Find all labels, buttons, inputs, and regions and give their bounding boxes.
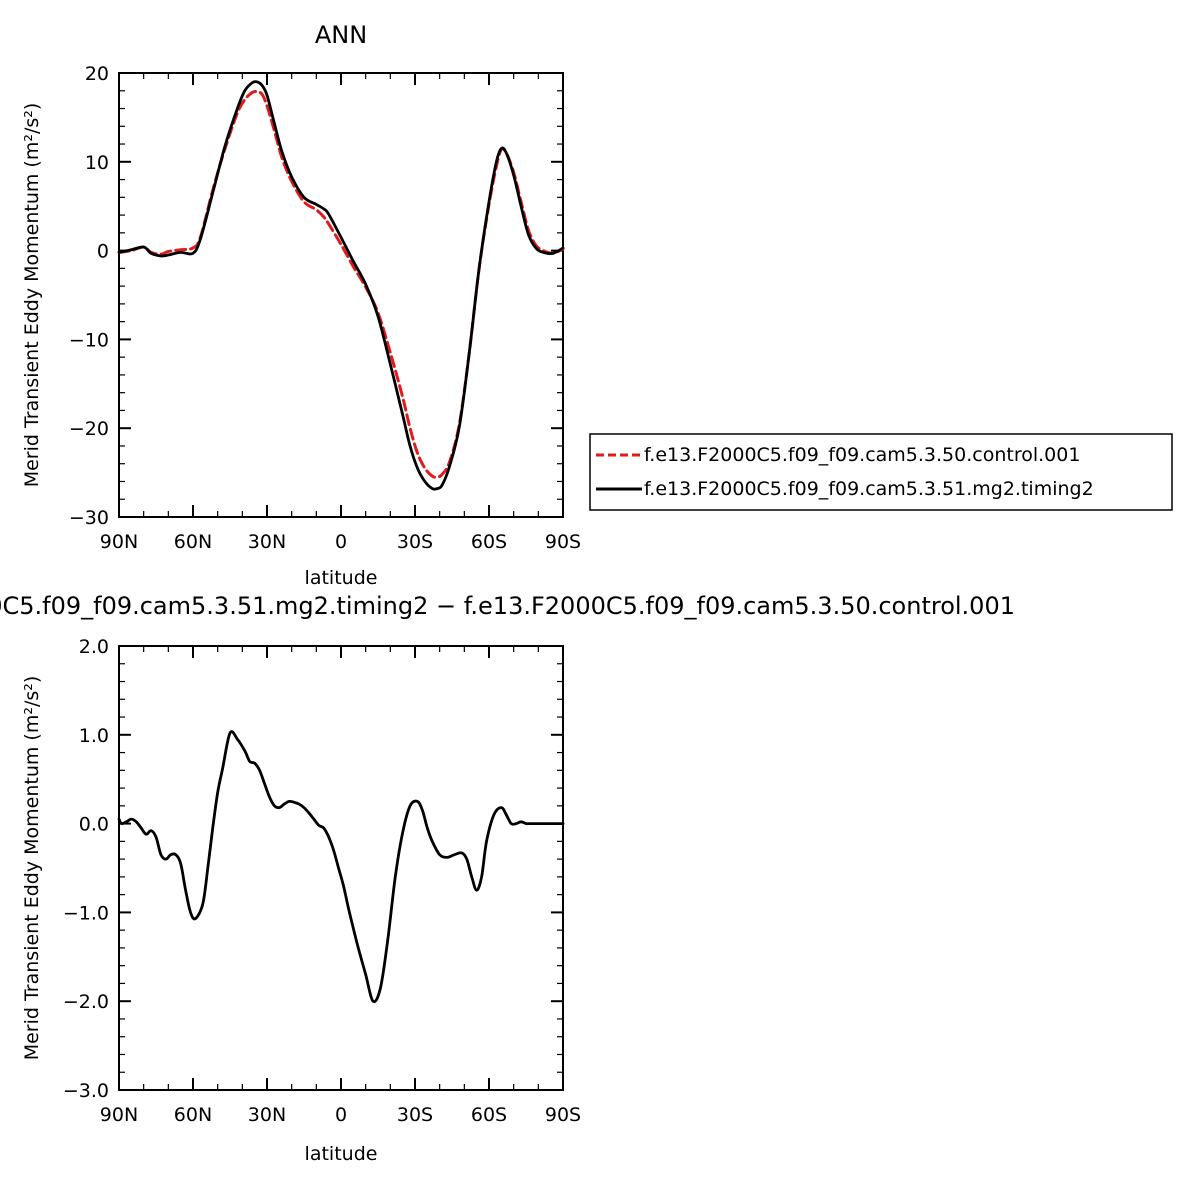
- y-tick-label: −3.0: [63, 1080, 109, 1102]
- y-tick-label: 10: [85, 152, 109, 174]
- top-x-axis-label: latitude: [305, 567, 378, 589]
- legend-label-control: f.e13.F2000C5.f09_f09.cam5.3.50.control.…: [644, 444, 1080, 466]
- x-tick-label: 60S: [471, 1104, 507, 1126]
- y-tick-label: −1.0: [63, 902, 109, 924]
- x-tick-label: 90S: [545, 1104, 581, 1126]
- x-tick-label: 30N: [248, 531, 286, 553]
- x-tick-label: 0: [335, 531, 347, 553]
- series-line-1: [117, 730, 565, 1004]
- x-tick-label: 30S: [397, 1104, 433, 1126]
- y-tick-label: −10: [69, 329, 109, 351]
- y-tick-label: 2.0: [79, 636, 109, 658]
- y-tick-label: 0.0: [79, 814, 109, 836]
- top-y-axis-label: Merid Transient Eddy Momentum (m²/s²): [21, 103, 43, 488]
- top-panel: ANN 90N 60N 30N 0 30S 60S 90S 20 10 0 −10 −20 −30 la…: [21, 21, 581, 589]
- y-tick-label: −30: [69, 507, 109, 529]
- bottom-x-axis-label: latitude: [305, 1143, 378, 1165]
- series-line-1: [117, 89, 565, 479]
- x-tick-label: 30N: [248, 1104, 286, 1126]
- top-panel-title: ANN: [315, 21, 367, 49]
- legend-box: [589, 433, 1173, 511]
- x-tick-label: 60S: [471, 531, 507, 553]
- x-tick-label: 90S: [545, 531, 581, 553]
- bottom-panel: f.e13.F2000C5.f09_f09.cam5.3.51.mg2.timi…: [0, 592, 1015, 1165]
- y-tick-label: 1.0: [79, 725, 109, 747]
- y-tick-label: −2.0: [63, 991, 109, 1013]
- legend-label-timing2: f.e13.F2000C5.f09_f09.cam5.3.51.mg2.timi…: [644, 478, 1094, 500]
- x-tick-label: 90N: [100, 531, 138, 553]
- series-line-2: [117, 80, 565, 491]
- y-tick-label: 20: [85, 63, 109, 85]
- x-tick-label: 30S: [397, 531, 433, 553]
- bottom-panel-title: f.e13.F2000C5.f09_f09.cam5.3.51.mg2.timi…: [0, 592, 1015, 620]
- x-tick-label: 0: [335, 1104, 347, 1126]
- y-tick-label: 0: [97, 241, 109, 263]
- plot-frame: [118, 72, 564, 518]
- x-tick-label: 60N: [174, 1104, 212, 1126]
- bottom-y-axis-label: Merid Transient Eddy Momentum (m²/s²): [21, 676, 43, 1061]
- x-tick-label: 60N: [174, 531, 212, 553]
- plot-frame: [118, 645, 564, 1091]
- bottom-plot-area: 90N 60N 30N 0 30S 60S 90S 2.0 1.0 0.0 −1.0 −2.0 −3.0: [63, 636, 581, 1126]
- top-plot-area: 90N 60N 30N 0 30S 60S 90S 20 10 0 −10 −20 −30: [69, 63, 581, 553]
- y-tick-label: −20: [69, 418, 109, 440]
- x-tick-label: 90N: [100, 1104, 138, 1126]
- legend: f.e13.F2000C5.f09_f09.cam5.3.50.control.…: [589, 433, 1173, 511]
